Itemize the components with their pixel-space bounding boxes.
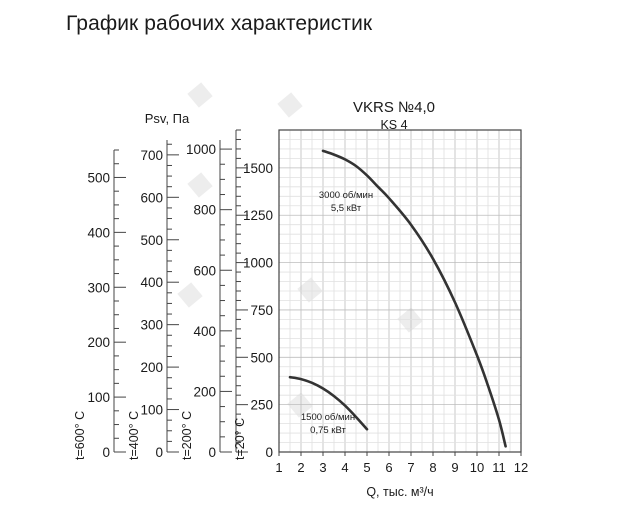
y-tick-label: 500	[250, 350, 273, 365]
scale-tick-label: 800	[193, 203, 216, 218]
y-tick-label: 250	[250, 398, 273, 413]
series-1500-speed: 1500 об/мин	[301, 412, 355, 423]
scale-tick-label: 0	[155, 445, 163, 460]
scale-tick-label: 700	[140, 148, 163, 163]
x-tick-label: 9	[451, 460, 458, 475]
y-axis-20c: 0 250 500 750 1000 1250 1500	[243, 161, 273, 460]
temperature-label: t=200° C	[180, 411, 194, 460]
scale-tick-label: 100	[87, 390, 110, 405]
curve-3000rpm	[321, 149, 507, 448]
x-axis-label: Q, тыс. м³/ч	[366, 485, 433, 499]
temperature-scales: 0 100 200 300 400 500 0 100 200 300 400 500 600 700 0 2…	[73, 129, 248, 460]
x-tick-label: 8	[429, 460, 436, 475]
x-tick-label: 7	[407, 460, 414, 475]
scale-tick-label: 300	[140, 318, 163, 333]
chart-title: VKRS №4,0	[353, 99, 435, 116]
watermark-logo	[397, 307, 423, 333]
x-tick-label: 1	[275, 460, 282, 475]
x-tick-label: 10	[470, 460, 484, 475]
scale-tick-label: 200	[140, 360, 163, 375]
y-tick-label: 1500	[243, 161, 273, 176]
y-axis-label: Psv, Па	[145, 111, 190, 126]
scale-tick-label: 600	[193, 263, 216, 278]
x-tick-label: 2	[297, 460, 304, 475]
scale-tick-label: 400	[193, 324, 216, 339]
scale-tick-label: 400	[87, 225, 110, 240]
x-tick-label: 6	[385, 460, 392, 475]
y-tick-label: 1000	[243, 256, 273, 271]
watermark-logo	[277, 92, 303, 118]
x-tick-label: 5	[363, 460, 370, 475]
watermark-logo	[187, 172, 213, 198]
x-tick-label: 4	[341, 460, 348, 475]
plot-frame	[278, 129, 522, 453]
scale-tick-label: 500	[140, 233, 163, 248]
scale-tick-label: 400	[140, 275, 163, 290]
scale-tick-label: 500	[87, 170, 110, 185]
x-tick-label: 3	[319, 460, 326, 475]
scale-tick-label: 200	[193, 384, 216, 399]
chart-subtitle: KS 4	[380, 118, 407, 132]
watermark-logo	[187, 82, 213, 108]
temperature-label: t=400° C	[127, 411, 141, 460]
y-tick-label: 1250	[243, 208, 273, 223]
series-3000-speed: 3000 об/мин	[319, 190, 373, 201]
scale-tick-label: 1000	[186, 142, 216, 157]
curve-1500rpm	[288, 375, 369, 431]
scale-tick-label: 0	[102, 445, 110, 460]
series-1500-power: 0,75 кВт	[310, 425, 346, 436]
x-tick-label: 12	[514, 460, 528, 475]
plot-border	[278, 129, 522, 453]
watermark-logo	[297, 277, 323, 303]
x-tick-label: 11	[492, 460, 506, 475]
x-axis: 1 2 3 4 5 6 7 8 9 10 11 12Q, тыс. м³/ч	[275, 452, 528, 499]
scale-tick-label: 200	[87, 335, 110, 350]
temperature-label: t=20° C	[233, 418, 247, 460]
chart-grid	[278, 129, 522, 453]
chart-labels: Psv, Па VKRS №4,0 KS 4 3000 об/мин 5,5 кВт 15…	[145, 99, 435, 436]
scale-tick-label: 600	[140, 190, 163, 205]
temperature-label: t=600° C	[73, 411, 87, 460]
curves	[288, 149, 507, 448]
scale-tick-label: 0	[208, 445, 216, 460]
y-tick-label: 750	[250, 303, 273, 318]
scale-tick-label: 100	[140, 403, 163, 418]
series-3000-power: 5,5 кВт	[331, 203, 362, 214]
scale-tick-label: 300	[87, 280, 110, 295]
page-title: График рабочих характеристик	[66, 12, 373, 35]
watermark-logo	[177, 282, 203, 308]
watermark	[177, 82, 423, 418]
y-tick-label: 0	[265, 445, 273, 460]
